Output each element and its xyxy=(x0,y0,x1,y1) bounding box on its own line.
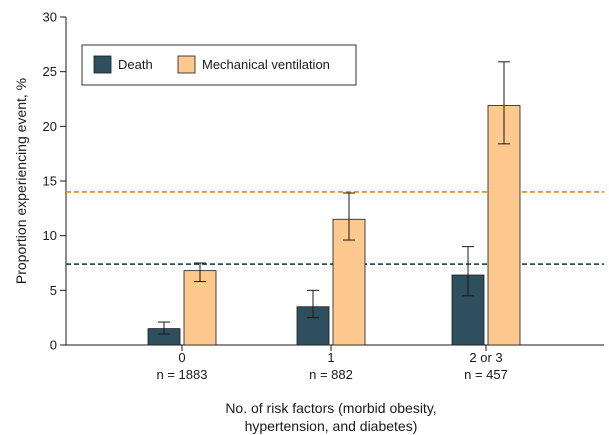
legend-box xyxy=(81,44,357,86)
x-tick-label: 2 or 3 xyxy=(469,350,502,365)
error-bars xyxy=(158,61,510,335)
x-tick-label: 0 xyxy=(178,350,185,365)
legend-swatch-death xyxy=(93,55,112,74)
x-tick-label: 1 xyxy=(327,350,334,365)
legend-swatch-mechanical-ventilation xyxy=(177,55,196,74)
x-axis: 0 n = 1883 1 n = 882 2 or 3 n = 457 xyxy=(66,344,604,382)
bars xyxy=(147,105,521,346)
legend: Death Mechanical ventilation xyxy=(81,44,357,86)
y-tick-label: 15 xyxy=(43,174,57,189)
x-tick-count: n = 457 xyxy=(464,367,508,382)
y-tick-label: 25 xyxy=(43,64,57,79)
bar-mechanical-ventilation xyxy=(183,270,217,346)
y-tick-label: 30 xyxy=(43,10,57,25)
bar-mechanical-ventilation xyxy=(487,105,521,346)
x-axis-title-line-1: No. of risk factors (morbid obesity, xyxy=(225,400,436,416)
x-axis-title-line-2: hypertension, and diabetes) xyxy=(245,418,418,434)
x-tick-count: n = 882 xyxy=(309,367,353,382)
legend-label-death: Death xyxy=(118,57,153,72)
x-tick-count: n = 1883 xyxy=(157,367,208,382)
y-tick-label: 0 xyxy=(50,338,57,353)
y-tick-label: 20 xyxy=(43,119,57,134)
y-axis-title: Proportion experiencing event, % xyxy=(13,78,29,284)
y-tick-label: 10 xyxy=(43,228,57,243)
legend-label-mechanical-ventilation: Mechanical ventilation xyxy=(202,57,330,72)
y-axis: 0 5 10 15 20 25 30 xyxy=(43,10,67,353)
y-tick-label: 5 xyxy=(50,283,57,298)
